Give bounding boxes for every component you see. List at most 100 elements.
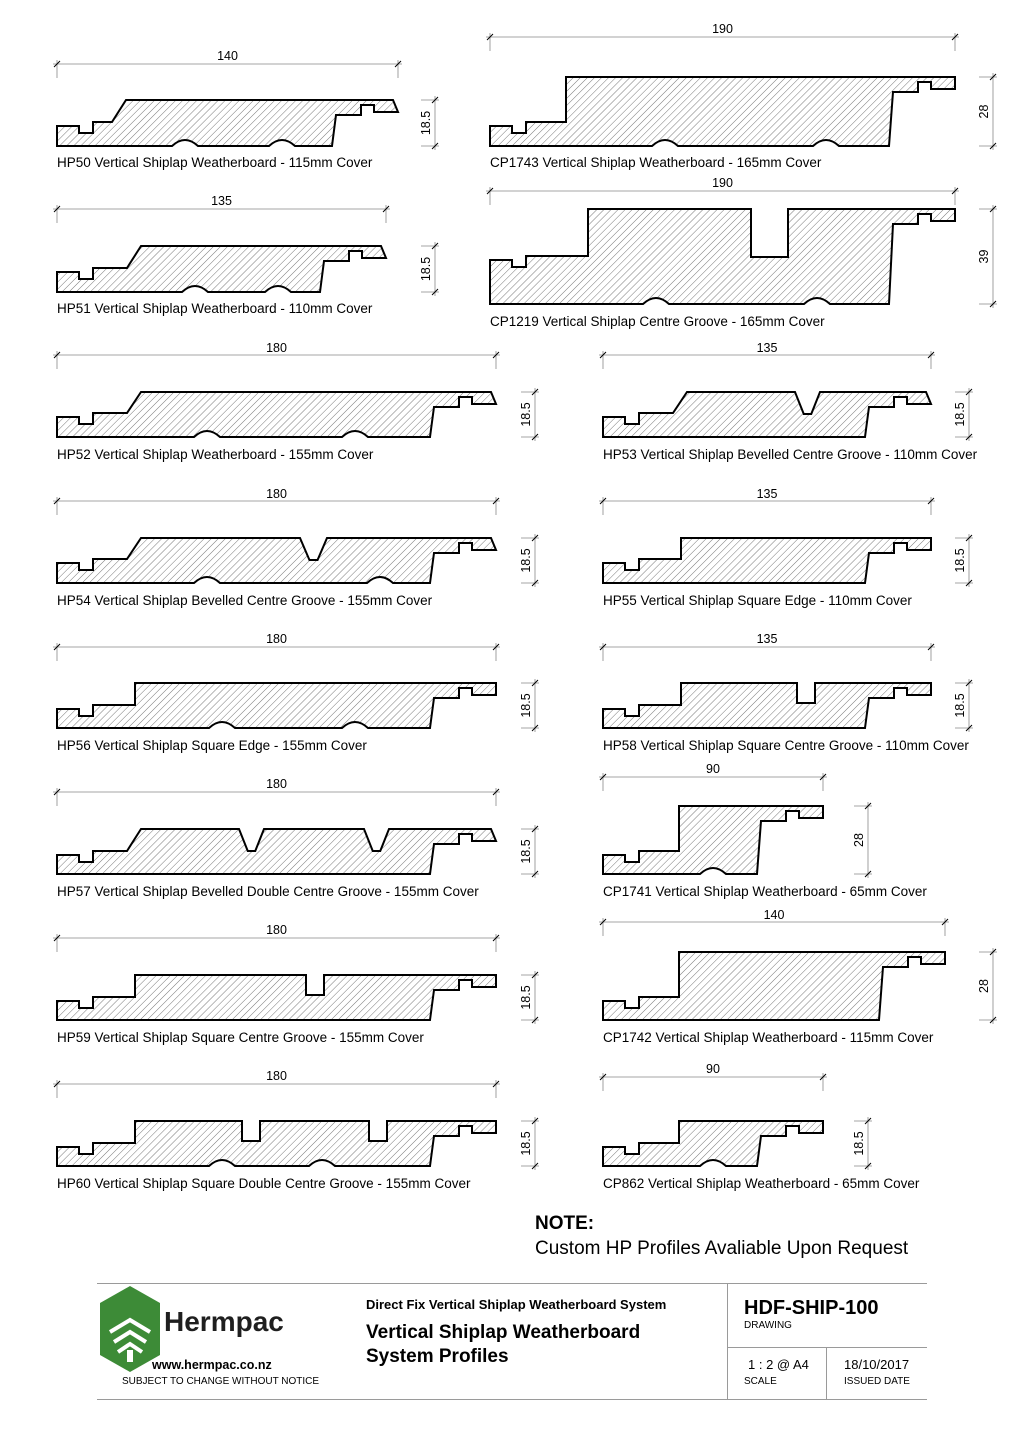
profile-section: [602, 805, 824, 875]
note-title: NOTE:: [535, 1213, 595, 1234]
width-label: 135: [757, 487, 778, 501]
width-dimension: 90: [599, 1062, 827, 1091]
height-dimension: 18.5: [852, 1117, 872, 1170]
website-link[interactable]: www.hermpac.co.nz: [152, 1358, 272, 1372]
profile-caption: HP51 Vertical Shiplap Weatherboard - 110…: [57, 301, 373, 316]
height-dimension: 18.5: [953, 534, 973, 587]
height-dimension: 18.5: [519, 825, 539, 878]
width-dimension: 180: [53, 923, 500, 952]
drawing-code: HDF-SHIP-100: [744, 1297, 879, 1319]
width-dimension: 180: [53, 777, 500, 806]
width-dimension: 180: [53, 341, 500, 369]
height-dimension: 18.5: [419, 96, 439, 150]
profile-caption: HP59 Vertical Shiplap Square Centre Groo…: [57, 1030, 424, 1045]
disclaimer: SUBJECT TO CHANGE WITHOUT NOTICE: [122, 1376, 320, 1387]
profile-1: 140 18.5 HP50 Vertical Shiplap Weatherboar…: [53, 49, 439, 170]
width-label: 90: [706, 1062, 720, 1076]
profile-section: [602, 537, 932, 584]
width-dimension: 180: [53, 487, 500, 515]
profile-section: [56, 1120, 497, 1167]
scale-value: 1 : 2 @ A4: [748, 1357, 809, 1372]
profile-6: 135 18.5 HP53 Vertical Shiplap Bevelled Ce…: [599, 341, 978, 462]
width-label: 135: [757, 341, 778, 355]
title-block-divider: [727, 1284, 728, 1399]
profile-section: [56, 391, 498, 438]
profile-caption: HP50 Vertical Shiplap Weatherboard - 115…: [57, 155, 373, 170]
profile-section: [602, 951, 946, 1021]
height-label: 18.5: [519, 839, 533, 863]
profile-5: 180 18.5 HP52 Vertical Shiplap Weatherboar…: [53, 341, 539, 462]
height-label: 18.5: [519, 693, 533, 717]
width-dimension: 180: [53, 632, 500, 661]
hermpac-logo-icon: [100, 1286, 160, 1372]
profile-caption: HP55 Vertical Shiplap Square Edge - 110m…: [603, 593, 912, 608]
height-label: 18.5: [419, 111, 433, 135]
width-label: 135: [757, 632, 778, 646]
height-label: 28: [852, 833, 866, 847]
profile-section: [489, 208, 956, 305]
profile-4: 190 39 CP1219 Vertical Shiplap Centre Groo…: [486, 176, 997, 329]
brand-name: Hermpac: [164, 1306, 284, 1337]
width-label: 135: [211, 194, 232, 208]
drawing-title: Vertical Shiplap Weatherboard System Pro…: [366, 1322, 641, 1367]
height-dimension: 28: [852, 802, 872, 878]
height-label: 18.5: [953, 402, 967, 426]
height-label: 18.5: [519, 1131, 533, 1155]
height-label: 39: [977, 250, 991, 264]
width-label: 180: [266, 341, 287, 355]
height-dimension: 18.5: [519, 534, 539, 587]
profile-caption: HP52 Vertical Shiplap Weatherboard - 155…: [57, 447, 374, 462]
profile-section: [602, 682, 932, 729]
issued-date: 18/10/2017: [844, 1357, 910, 1372]
profile-section: [602, 1120, 824, 1167]
width-dimension: 90: [599, 762, 827, 791]
height-label: 28: [977, 105, 991, 119]
profile-9: 180 18.5 HP56 Vertical Shiplap Square Edge…: [53, 632, 539, 753]
profile-12: 90 28 CP1741 Vertical Shiplap Weatherboard…: [599, 762, 927, 899]
profile-caption: CP1741 Vertical Shiplap Weatherboard - 6…: [603, 884, 927, 899]
width-dimension: 135: [599, 487, 935, 515]
profile-caption: HP56 Vertical Shiplap Square Edge - 155m…: [57, 738, 367, 753]
width-dimension: 190: [486, 176, 959, 205]
height-label: 18.5: [852, 1131, 866, 1155]
title-block-divider: [826, 1347, 827, 1399]
height-label: 18.5: [519, 548, 533, 572]
profile-section: [602, 391, 933, 438]
width-label: 180: [266, 487, 287, 501]
width-dimension: 135: [599, 632, 935, 661]
profile-3: 135 18.5 HP51 Vertical Shiplap Weatherboar…: [53, 194, 439, 316]
width-dimension: 135: [599, 341, 935, 369]
profile-section: [56, 682, 497, 729]
height-dimension: 18.5: [953, 388, 973, 441]
width-dimension: 140: [53, 49, 402, 78]
profile-section: [56, 828, 498, 875]
profile-caption: HP53 Vertical Shiplap Bevelled Centre Gr…: [603, 447, 978, 462]
profile-section: [56, 245, 388, 293]
width-label: 180: [266, 632, 287, 646]
height-dimension: 18.5: [519, 679, 539, 732]
width-label: 180: [266, 1069, 287, 1083]
profile-10: 135 18.5 HP58 Vertical Shiplap Square Cent…: [599, 632, 973, 753]
width-dimension: 190: [486, 22, 959, 51]
height-dimension: 28: [977, 73, 997, 150]
profile-section: [56, 974, 497, 1021]
profile-15: 180 18.5 HP60 Vertical Shiplap Square Doub…: [53, 1069, 539, 1191]
width-label: 190: [712, 176, 733, 190]
profile-11: 180 18.5 HP57 Vertical Shiplap Bevelled Do…: [53, 777, 539, 899]
height-dimension: 18.5: [419, 242, 439, 296]
width-dimension: 180: [53, 1069, 500, 1098]
scale-label: SCALE: [744, 1376, 777, 1387]
width-label: 90: [706, 762, 720, 776]
profile-caption: HP58 Vertical Shiplap Square Centre Groo…: [603, 738, 969, 753]
system-name: Direct Fix Vertical Shiplap Weatherboard…: [366, 1297, 667, 1312]
width-label: 140: [217, 49, 238, 63]
profile-2: 190 28 CP1743 Vertical Shiplap Weatherboar…: [486, 22, 997, 170]
width-label: 180: [266, 777, 287, 791]
height-dimension: 18.5: [519, 971, 539, 1024]
profile-caption: HP57 Vertical Shiplap Bevelled Double Ce…: [57, 884, 479, 899]
height-dimension: 18.5: [519, 1117, 539, 1170]
drawing-label: DRAWING: [744, 1320, 792, 1331]
profile-caption: CP1219 Vertical Shiplap Centre Groove - …: [490, 314, 825, 329]
profile-caption: CP1743 Vertical Shiplap Weatherboard - 1…: [490, 155, 822, 170]
title-block: Hermpac www.hermpac.co.nz SUBJECT TO CHA…: [97, 1283, 927, 1400]
